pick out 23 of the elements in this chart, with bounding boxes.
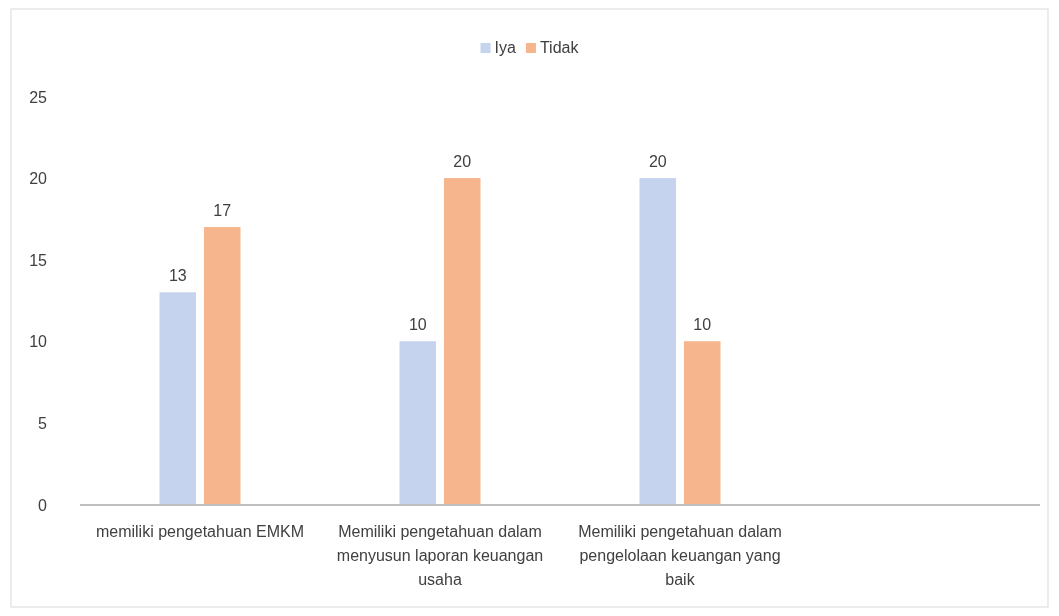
bar <box>683 341 721 506</box>
bar <box>159 292 197 506</box>
data-label: 20 <box>453 152 472 170</box>
data-label: 17 <box>213 201 232 219</box>
data-label: 10 <box>693 315 712 333</box>
data-label: 13 <box>168 266 187 284</box>
legend-label: Iya <box>494 39 517 56</box>
y-tick-label: 5 <box>38 415 48 433</box>
x-tick-label: Memiliki pengetahuan dalam menyusun laporan keuangan usaha <box>336 523 544 588</box>
bar <box>443 178 481 506</box>
y-tick-label: 0 <box>38 496 48 514</box>
bar <box>399 341 437 506</box>
y-tick-label: 25 <box>29 88 48 106</box>
x-tick-label: memiliki pengetahuan EMKM <box>95 523 305 540</box>
y-tick-label: 20 <box>29 170 48 188</box>
data-label: 20 <box>648 152 667 170</box>
bar <box>203 227 241 506</box>
legend-label: Tidak <box>539 39 580 56</box>
y-tick-label: 15 <box>29 251 48 269</box>
bar <box>639 178 677 506</box>
y-tick-label: 10 <box>29 333 48 351</box>
x-tick-label: Memiliki pengetahuan dalam pengelolaan keuangan yang baik <box>578 523 782 588</box>
data-label: 10 <box>408 315 427 333</box>
